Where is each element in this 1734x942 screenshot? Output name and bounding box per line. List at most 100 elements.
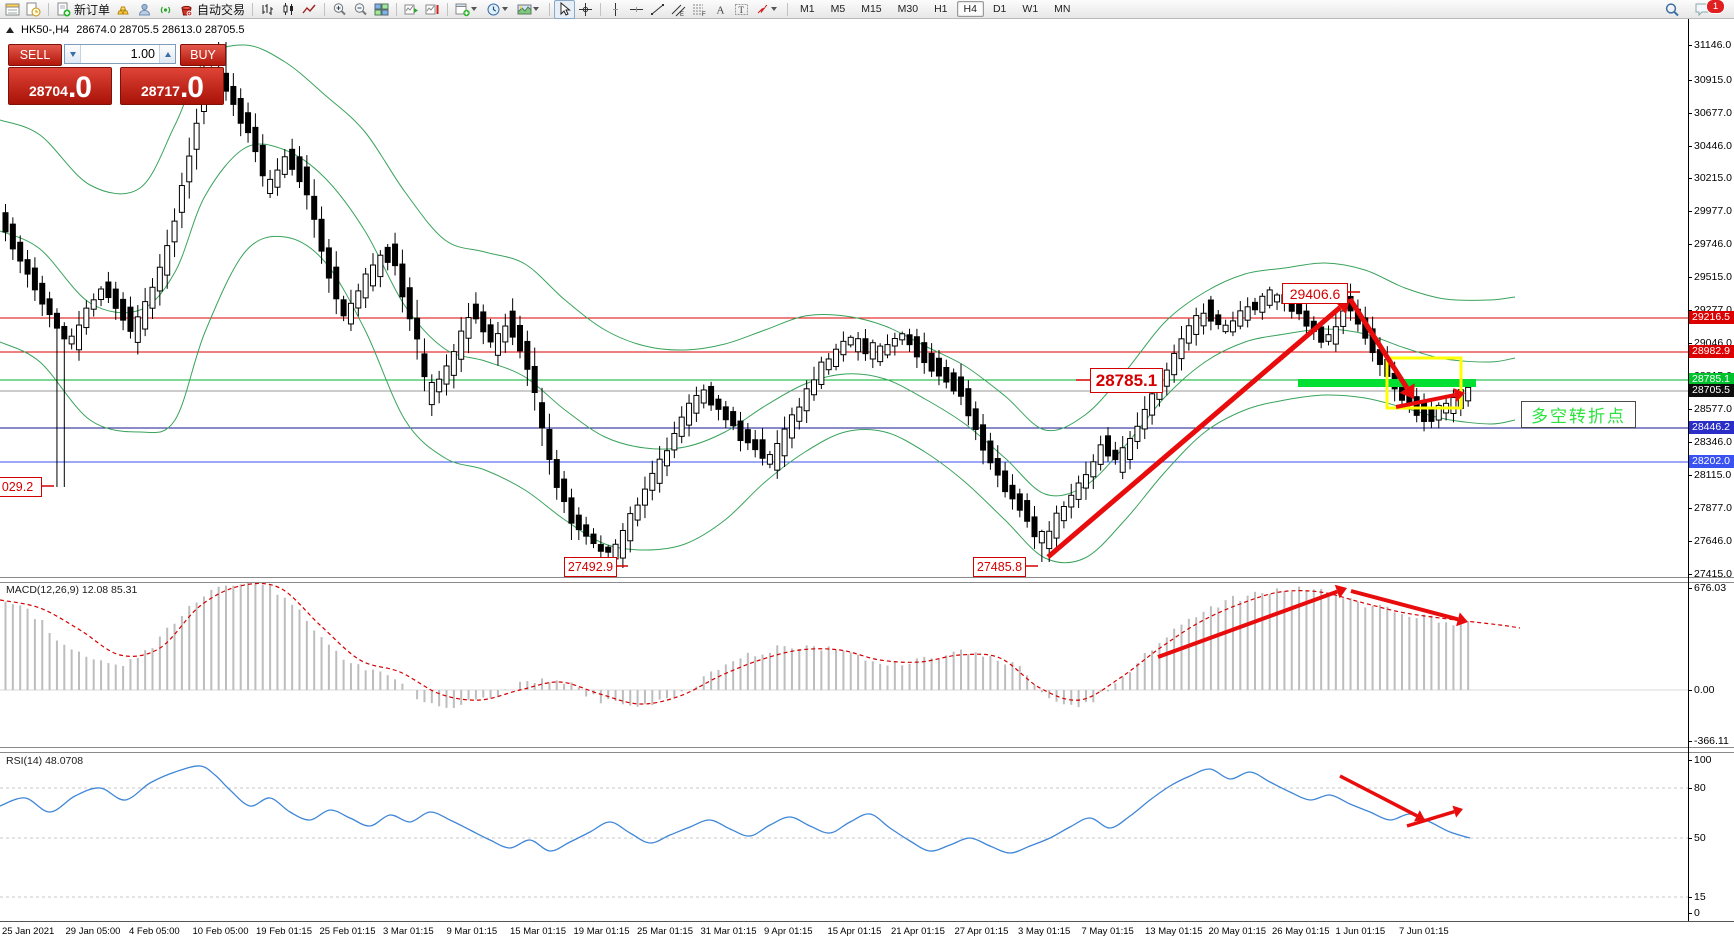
community-icon[interactable] <box>134 0 155 19</box>
timeframe-mn[interactable]: MN <box>1054 3 1071 15</box>
toolbar-separator <box>396 2 398 16</box>
toolbar-separator <box>549 2 551 16</box>
volume-value[interactable]: 1.00 <box>130 47 155 61</box>
price-callout[interactable]: 27485.8 <box>973 557 1026 577</box>
timeframe-m30[interactable]: M30 <box>897 3 919 15</box>
main-pane[interactable] <box>0 42 1688 569</box>
svg-text:T: T <box>739 5 745 15</box>
zoom-out-icon[interactable] <box>350 0 371 19</box>
toolbar-separator <box>600 2 602 16</box>
dropdown-caret-icon <box>471 7 478 11</box>
price-level-label: 28446.2 <box>1689 421 1734 434</box>
toolbar-separator <box>48 2 49 16</box>
arrows-tool-button[interactable] <box>752 0 783 19</box>
time-axis-label: 3 May 01:15 <box>1018 926 1071 937</box>
price-tick-label: 28346.0 <box>1694 436 1732 448</box>
macd-tick-mark <box>1688 741 1692 742</box>
time-axis-label: 9 Apr 01:15 <box>764 926 813 937</box>
periods-button[interactable] <box>483 0 514 19</box>
price-tick-mark <box>1688 541 1692 542</box>
triangle-down-icon <box>69 51 76 57</box>
fibonacci-tool[interactable]: F <box>689 0 710 19</box>
candlestick-chart-icon[interactable] <box>278 0 299 19</box>
signals-icon[interactable] <box>155 0 176 19</box>
timeframe-m15[interactable]: M15 <box>861 3 882 15</box>
time-axis-label: 3 Mar 01:15 <box>383 926 434 937</box>
timeframe-h1[interactable]: H1 <box>934 3 948 15</box>
price-callout[interactable]: 29406.6 <box>1282 283 1348 304</box>
horizontal-line-tool[interactable] <box>626 0 647 19</box>
cursor-tool-button[interactable] <box>554 0 576 19</box>
price-callout[interactable]: 27492.9 <box>564 557 617 577</box>
text-label-tool[interactable]: T <box>731 0 752 19</box>
price-tick-label: 31146.0 <box>1694 39 1732 51</box>
time-axis-label: 19 Mar 01:15 <box>573 926 630 937</box>
price-callout[interactable]: 28785.1 <box>1090 368 1163 393</box>
rsi-pane[interactable] <box>0 765 1688 898</box>
macd-tick-label: 676.03 <box>1694 582 1727 594</box>
crosshair-tool-button[interactable] <box>575 0 596 19</box>
time-axis-label: 25 Jan 2021 <box>2 926 55 937</box>
bull-bear-turning-point-annotation[interactable]: 多空转折点 <box>1521 401 1636 428</box>
time-axis-label: 21 Apr 01:15 <box>891 926 945 937</box>
templates-button[interactable] <box>514 0 545 19</box>
time-axis-label: 10 Feb 05:00 <box>192 926 249 937</box>
toolbar-separator <box>324 2 326 16</box>
yellow-consolidation-box[interactable] <box>1385 356 1463 410</box>
macd-pane[interactable] <box>0 583 1688 708</box>
timeframe-m1[interactable]: M1 <box>800 3 815 15</box>
time-axis-label: 13 May 01:15 <box>1145 926 1203 937</box>
buy-button[interactable]: BUY <box>180 44 226 66</box>
channel-tool[interactable]: E <box>668 0 689 19</box>
auto-scroll-icon[interactable] <box>401 0 422 19</box>
macd-tick-label: -366.11 <box>1694 735 1729 747</box>
search-icon[interactable] <box>1661 0 1683 19</box>
terminal-icon[interactable] <box>2 0 23 19</box>
price-tick-mark <box>1688 475 1692 476</box>
timeframe-w1[interactable]: W1 <box>1022 3 1039 15</box>
price-tick-label: 30915.0 <box>1694 74 1732 86</box>
one-click-trading-panel: SELL 1.00 BUY 28704 .0 28717 .0 <box>8 44 226 106</box>
sell-price-panel[interactable]: 28704 .0 <box>8 67 112 105</box>
macd-indicator-label: MACD(12,26,9) 12.08 85.31 <box>6 584 138 596</box>
timeframe-d1[interactable]: D1 <box>992 3 1007 15</box>
collapse-arrow-icon[interactable] <box>6 27 14 33</box>
zoom-in-icon[interactable] <box>329 0 350 19</box>
price-tick-label: 29746.0 <box>1694 238 1732 250</box>
rsi-tick-label: 100 <box>1694 754 1712 766</box>
volume-decrease-button[interactable] <box>65 45 81 63</box>
volume-increase-button[interactable] <box>159 45 175 63</box>
auto-trading-button[interactable]: 自动交易 <box>176 0 248 19</box>
bar-chart-icon[interactable] <box>257 0 278 19</box>
dropdown-caret-icon <box>533 7 540 11</box>
tile-windows-icon[interactable] <box>371 0 392 19</box>
buy-price-panel[interactable]: 28717 .0 <box>120 67 224 105</box>
buy-label: BUY <box>190 48 216 62</box>
pane-splitter[interactable] <box>0 747 1734 753</box>
macd-tick-mark <box>1688 690 1692 691</box>
svg-text:F: F <box>702 12 706 17</box>
price-tick-mark <box>1688 574 1692 575</box>
timeframe-h4[interactable]: H4 <box>956 1 984 17</box>
volume-input[interactable]: 1.00 <box>64 44 176 64</box>
vertical-line-tool[interactable] <box>605 0 626 19</box>
toolbar-separator <box>447 2 449 16</box>
new-chart-button[interactable] <box>452 0 483 19</box>
sell-price: 28704 <box>29 83 68 99</box>
price-level-label: 28202.0 <box>1689 455 1734 468</box>
gold-icon[interactable] <box>113 0 134 19</box>
new-order-button[interactable]: 新订单 <box>53 0 113 19</box>
time-axis[interactable]: 25 Jan 2021 29 Jan 05:00 4 Feb 05:00 10 Feb… <box>0 921 1734 942</box>
timeframe-m5[interactable]: M5 <box>830 3 846 15</box>
sell-button[interactable]: SELL <box>8 44 62 66</box>
price-callout[interactable]: 029.2 <box>0 477 42 497</box>
chart-shift-icon[interactable] <box>422 0 443 19</box>
text-tool[interactable]: A <box>710 0 731 19</box>
market-watch-icon[interactable] <box>23 0 44 19</box>
trendline-tool[interactable] <box>647 0 668 19</box>
line-chart-icon[interactable] <box>299 0 320 19</box>
price-tick-label: 29977.0 <box>1694 205 1732 217</box>
notifications-icon[interactable]: 1 <box>1691 0 1728 19</box>
pane-splitter[interactable] <box>0 577 1734 583</box>
